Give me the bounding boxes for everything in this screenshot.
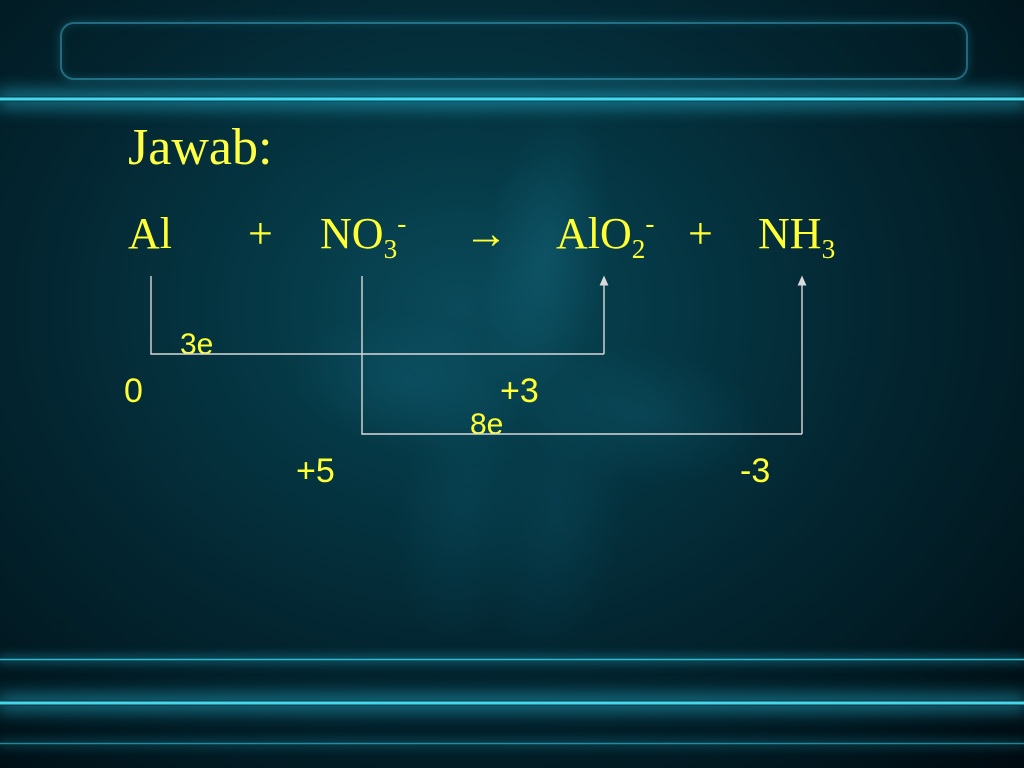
species-arrow: →: [464, 208, 508, 259]
species-plus1: +: [248, 208, 273, 259]
slide-title: Jawab:: [128, 118, 272, 177]
electron-count-bottom: 8e: [470, 408, 503, 442]
species-al: Al: [128, 208, 172, 259]
species-no3: NO3-: [320, 208, 406, 259]
species-nh3: NH3: [758, 208, 835, 259]
species-plus2: +: [688, 208, 713, 259]
oxstate-al-product: +3: [500, 372, 539, 411]
species-alo2: AlO2-: [556, 208, 655, 259]
slide-root: Jawab: Al + NO3- → AlO2- + NH3 3e 8e 0 +3 +5 -…: [0, 0, 1024, 768]
electron-count-top: 3e: [180, 328, 213, 362]
oxstate-n-product: -3: [740, 452, 770, 491]
chemical-equation: Al + NO3- → AlO2- + NH3: [0, 208, 1024, 278]
content-layer: Jawab: Al + NO3- → AlO2- + NH3 3e 8e 0 +3 +5 -…: [0, 0, 1024, 768]
oxstate-al-reactant: 0: [124, 372, 143, 411]
oxstate-n-reactant: +5: [296, 452, 335, 491]
